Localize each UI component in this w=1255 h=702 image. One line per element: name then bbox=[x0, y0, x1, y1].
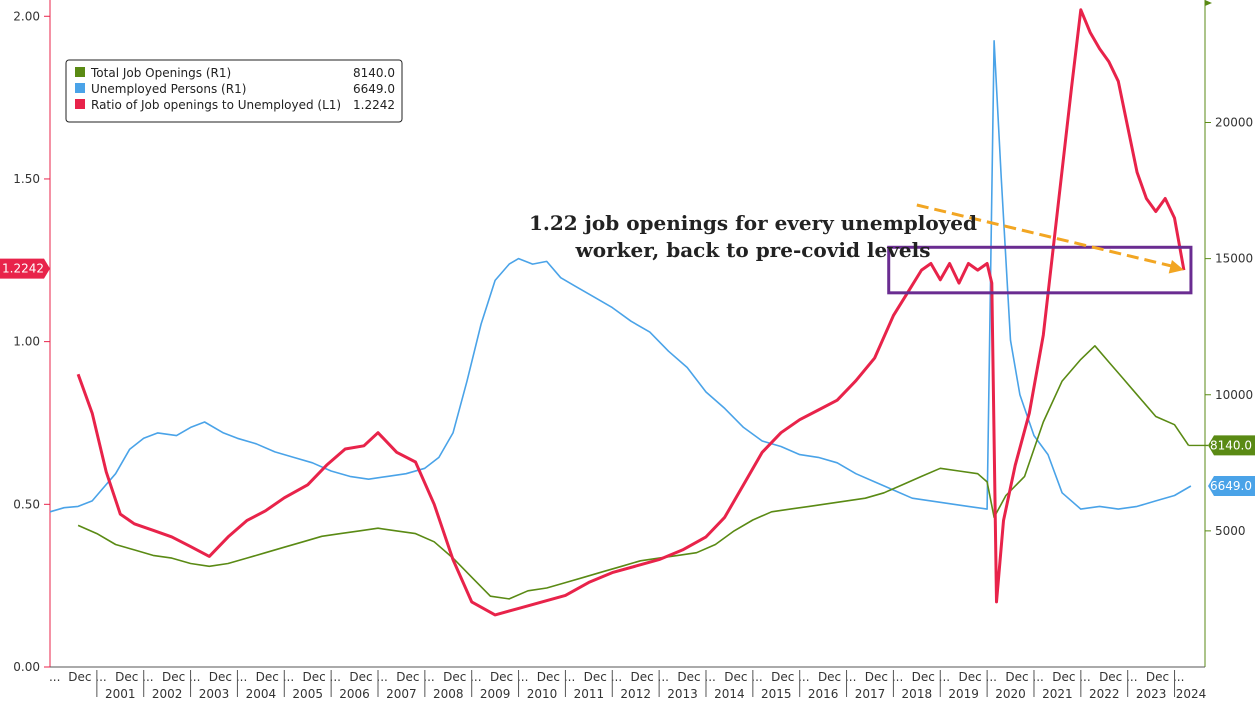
x-axis-month-label: Dec ... bbox=[396, 670, 434, 684]
x-axis-month-label: Dec ... bbox=[443, 670, 481, 684]
x-axis-year-label: 2022 bbox=[1089, 687, 1120, 701]
left-axis-tick-label: 0.00 bbox=[13, 660, 40, 674]
series-line-unemployed bbox=[49, 40, 1192, 513]
legend-layer: Total Job Openings (R1) 8140.0 Unemployed … bbox=[65, 59, 403, 123]
x-axis-month-label: Dec ... bbox=[865, 670, 903, 684]
x-axis-year-label: 2009 bbox=[480, 687, 511, 701]
x-axis-month-label: Dec ... bbox=[162, 670, 200, 684]
legend-swatch-unemployed bbox=[75, 83, 85, 93]
x-axis-year-label: 2015 bbox=[761, 687, 792, 701]
x-axis-month-label: Dec ... bbox=[1052, 670, 1090, 684]
x-axis-month-label: Dec ... bbox=[303, 670, 341, 684]
x-axis-year-label: 2011 bbox=[574, 687, 605, 701]
x-axis-month-label: Dec ... bbox=[959, 670, 997, 684]
x-axis-year-label: 2014 bbox=[714, 687, 745, 701]
x-axis-month-label: Dec ... bbox=[115, 670, 153, 684]
annotation-text-line-1: 1.22 job openings for every unemployed bbox=[529, 211, 977, 235]
x-axis-year-label: 2005 bbox=[292, 687, 323, 701]
x-axis-year-label: 2013 bbox=[667, 687, 698, 701]
x-axis-year-label: 2007 bbox=[386, 687, 417, 701]
x-axis-month-label: Dec ... bbox=[209, 670, 247, 684]
legend-box bbox=[65, 59, 403, 123]
series-line-openings bbox=[77, 345, 1190, 600]
x-axis-year-label: 2020 bbox=[995, 687, 1026, 701]
x-axis-month-label: Dec ... bbox=[677, 670, 715, 684]
last-value-unemployed: 6649.0 bbox=[1210, 479, 1252, 493]
last-value-ratio-bg bbox=[0, 258, 50, 279]
annotation-text-line-2: worker, back to pre-covid levels bbox=[575, 238, 931, 262]
x-axis-year-label: 2008 bbox=[433, 687, 464, 701]
annotation-arrow-line bbox=[916, 203, 1177, 269]
x-axis-year-label: 2018 bbox=[902, 687, 933, 701]
left-axis-tick-label: 1.00 bbox=[13, 335, 40, 349]
labels-layer: 1.2242 8140.0 6649.0 bbox=[0, 258, 1255, 496]
x-axis-month-label: Dec ... bbox=[537, 670, 575, 684]
legend-value: 6649.0 bbox=[353, 82, 395, 96]
x-axis-month-label: Dec ... bbox=[349, 670, 387, 684]
series-layer bbox=[49, 8, 1192, 617]
x-axis-year-label: 2023 bbox=[1136, 687, 1167, 701]
left-axis-tick-label: 1.50 bbox=[13, 172, 40, 186]
legend-label: Ratio of Job openings to Unemployed (L1) bbox=[91, 98, 341, 112]
last-value-unemployed-bg bbox=[1208, 475, 1255, 496]
annotation-layer: 1.22 job openings for every unemployed wo… bbox=[529, 203, 1193, 295]
legend-swatch-openings bbox=[75, 67, 85, 77]
x-axis-year-label: 2017 bbox=[855, 687, 886, 701]
x-axis-year-label: 2004 bbox=[246, 687, 277, 701]
highlight-box bbox=[887, 245, 1193, 295]
x-axis-year-label: 2003 bbox=[199, 687, 230, 701]
right-axis-top-marker bbox=[1205, 0, 1212, 6]
x-axis-year-label: 2024 bbox=[1176, 687, 1207, 701]
x-axis-year-label: 2021 bbox=[1042, 687, 1073, 701]
x-axis-month-label: Dec ... bbox=[771, 670, 809, 684]
annotation-arrow-head bbox=[1168, 259, 1184, 274]
legend-value: 8140.0 bbox=[353, 66, 395, 80]
x-axis-month-label: ... bbox=[49, 670, 60, 684]
legend-label: Total Job Openings (R1) bbox=[90, 66, 231, 80]
last-value-ratio: 1.2242 bbox=[2, 262, 44, 276]
last-value-openings: 8140.0 bbox=[1210, 438, 1252, 452]
left-axis-tick-label: 0.50 bbox=[13, 497, 40, 511]
x-axis-month-label: Dec ... bbox=[818, 670, 856, 684]
x-axis-year-label: 2016 bbox=[808, 687, 839, 701]
right-axis-tick-label: 15000 bbox=[1215, 252, 1253, 266]
x-axis-month-label: Dec ... bbox=[1005, 670, 1043, 684]
series-line-ratio bbox=[76, 8, 1186, 617]
x-axis-month-label: Dec ... bbox=[724, 670, 762, 684]
legend-value: 1.2242 bbox=[353, 98, 395, 112]
right-axis-tick-label: 10000 bbox=[1215, 388, 1253, 402]
x-axis-month-label: Dec ... bbox=[68, 670, 106, 684]
left-axis-tick-label: 2.00 bbox=[13, 9, 40, 23]
x-axis-month-label: Dec ... bbox=[584, 670, 622, 684]
legend-swatch-ratio bbox=[75, 99, 85, 109]
x-axis-year-label: 2019 bbox=[948, 687, 979, 701]
x-axis-month-label: Dec ... bbox=[912, 670, 950, 684]
x-axis-month-label: Dec ... bbox=[1146, 670, 1184, 684]
x-axis-year-label: 2002 bbox=[152, 687, 183, 701]
last-value-openings-bg bbox=[1208, 435, 1255, 456]
x-axis-month-label: Dec ... bbox=[1099, 670, 1137, 684]
x-axis-month-label: Dec ... bbox=[490, 670, 528, 684]
x-axis-month-label: Dec ... bbox=[631, 670, 669, 684]
x-axis-month-label: Dec ... bbox=[256, 670, 294, 684]
x-axis-year-label: 2006 bbox=[339, 687, 370, 701]
right-axis-tick-label: 5000 bbox=[1215, 524, 1246, 538]
x-axis-year-label: 2010 bbox=[527, 687, 558, 701]
x-axis-year-label: 2001 bbox=[105, 687, 136, 701]
axes: 0.00 0.50 1.00 1.50 2.00 5000 10000 15000 20000.… bbox=[13, 0, 1253, 701]
legend-label: Unemployed Persons (R1) bbox=[91, 82, 246, 96]
x-axis-year-label: 2012 bbox=[620, 687, 651, 701]
right-axis-tick-label: 20000 bbox=[1215, 116, 1253, 130]
